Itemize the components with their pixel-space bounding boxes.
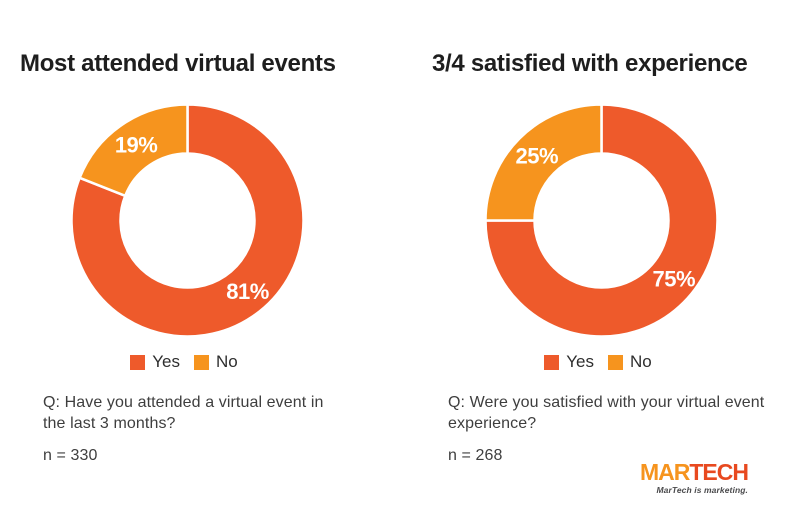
donut-slice-no (78, 103, 189, 198)
chart-title-satisfaction: 3/4 satisfied with experience (432, 50, 748, 77)
sample-size-satisfaction: n = 268 (448, 447, 503, 464)
legend-label-no: No (216, 352, 238, 371)
chart-title-attendance: Most attended virtual events (20, 50, 336, 77)
slice-value-label-no: 25% (516, 143, 559, 168)
slice-value-label-yes: 81% (226, 279, 269, 304)
legend-swatch-no (194, 354, 209, 370)
legend-label-no: No (630, 352, 652, 371)
donut-slice-yes (70, 103, 305, 338)
legend-label-yes: Yes (566, 352, 594, 371)
legend-swatch-yes (544, 354, 560, 370)
donut-chart-attendance: 81% 19% (70, 103, 305, 338)
martech-logo: MARTECH MarTech is marketing. (600, 459, 749, 495)
legend-swatch-no (608, 354, 623, 370)
sample-size-attendance: n = 330 (43, 447, 98, 464)
logo-text-tech: TECH (689, 459, 749, 485)
slice-value-label-yes: 75% (653, 267, 696, 292)
martech-logo-tagline: MarTech is marketing. (656, 485, 748, 495)
legend-attendance: Yes No (70, 351, 305, 373)
donut-chart-satisfaction: 75% 25% (484, 103, 719, 338)
survey-question-attendance: Q: Have you attended a virtual event in … (43, 394, 324, 433)
chart-panel-satisfaction: 3/4 satisfied with experience 75% 25% Yes… (412, 0, 800, 525)
survey-question-satisfaction: Q: Were you satisfied with your virtual … (448, 394, 765, 433)
legend-label-yes: Yes (152, 352, 180, 371)
donut-slice-no (484, 103, 603, 222)
donut-slice-yes (484, 103, 719, 338)
martech-logo-wordmark: MARTECH (600, 459, 749, 485)
chart-panel-attendance: Most attended virtual events 81% 19% Yes … (20, 50, 336, 464)
legend-satisfaction: Yes No (484, 351, 719, 373)
logo-text-mar: MAR (639, 459, 690, 485)
legend-swatch-yes (130, 354, 146, 370)
slice-value-label-no: 19% (115, 132, 158, 157)
